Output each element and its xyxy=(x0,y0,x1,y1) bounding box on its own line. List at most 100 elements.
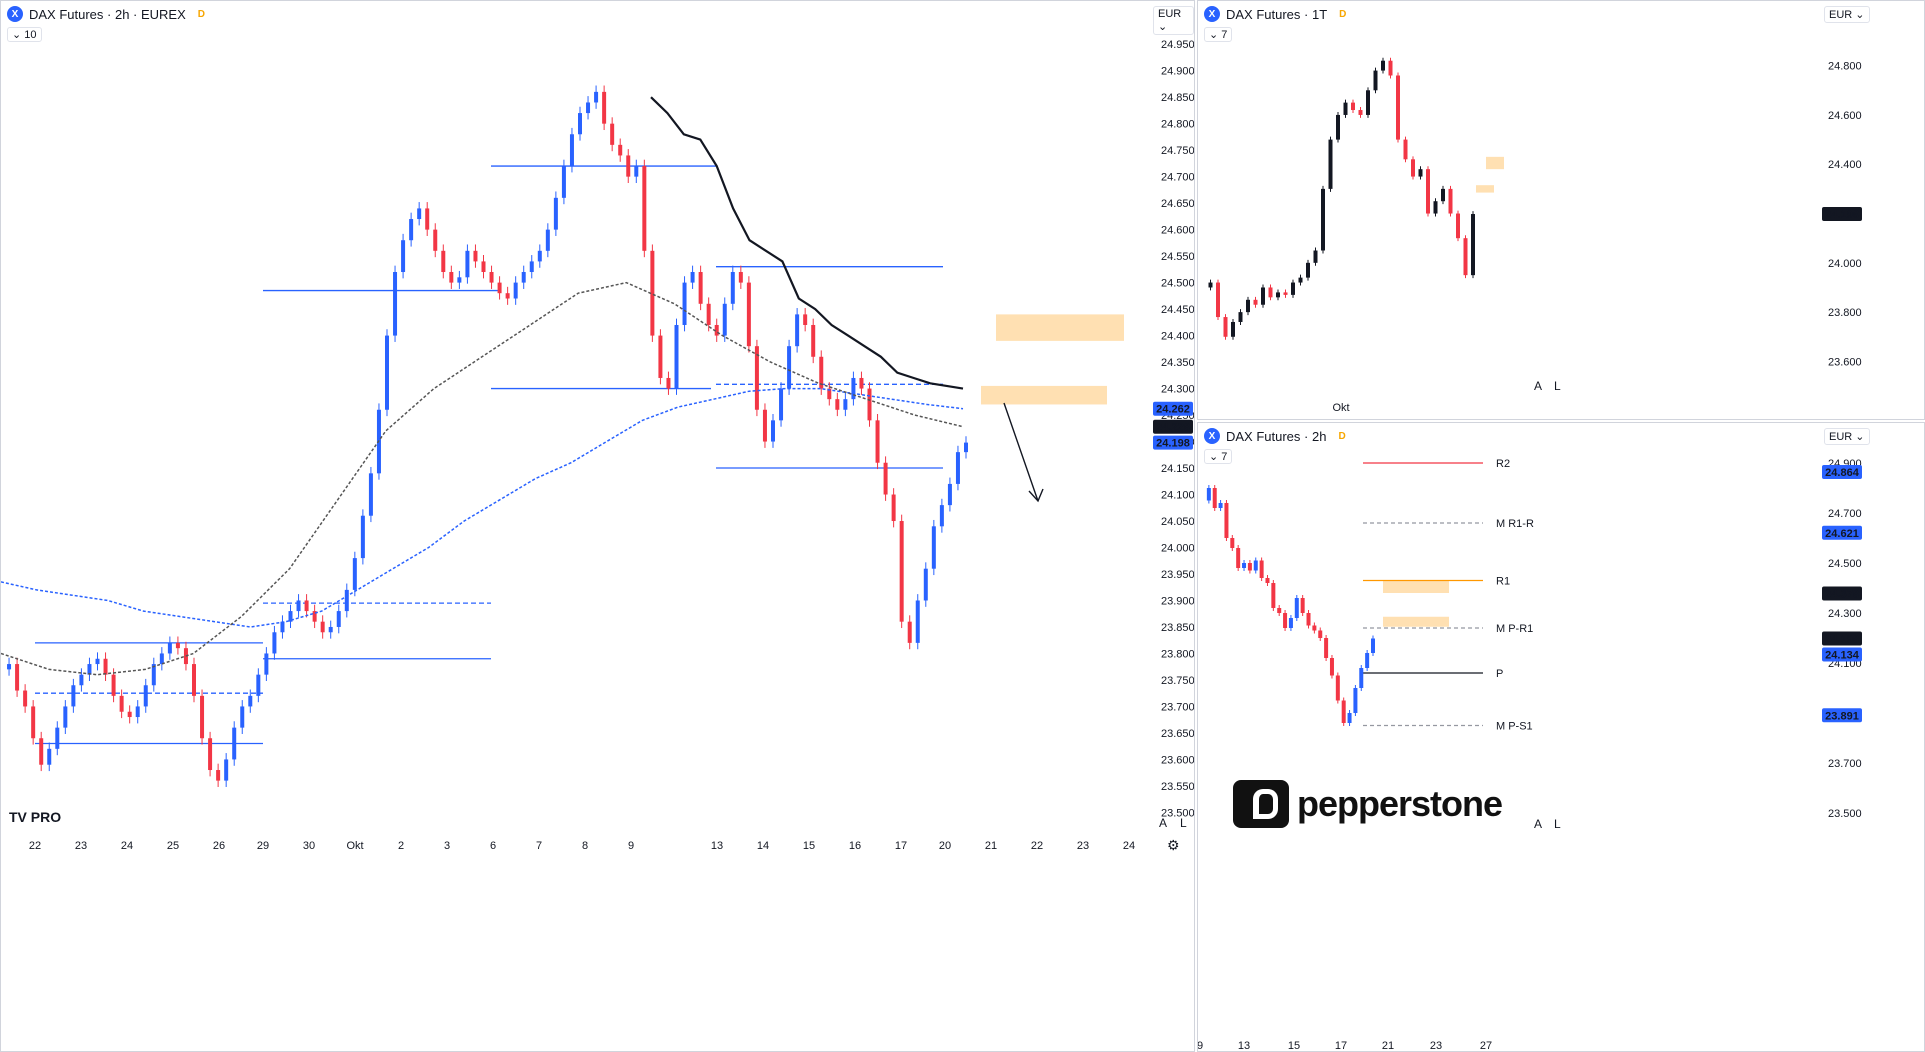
price-tag-label: 24.198 xyxy=(1156,438,1190,450)
candle-body xyxy=(843,399,848,410)
daily-symbol-title[interactable]: DAX Futures · 1T xyxy=(1226,6,1328,22)
candle-body xyxy=(907,621,912,643)
x-tick-label: 20 xyxy=(939,840,951,852)
candle-body xyxy=(1236,548,1241,568)
daily-chart-panel[interactable]: 24.80024.60024.40024.20024.00023.80023.6… xyxy=(1197,0,1925,420)
daily-chart-canvas[interactable]: 24.80024.60024.40024.20024.00023.80023.6… xyxy=(1198,1,1925,420)
candle-body xyxy=(602,91,607,124)
x-tick-label: 15 xyxy=(803,840,815,852)
candle-body xyxy=(1388,60,1393,76)
candle-body xyxy=(578,113,582,135)
price-tag-label: 24.228 xyxy=(1156,422,1190,434)
candle-body xyxy=(1265,578,1270,583)
candle-body xyxy=(1321,188,1325,251)
arrowhead-icon xyxy=(1028,488,1044,503)
candle-body xyxy=(795,314,800,347)
candle-body xyxy=(1456,213,1460,239)
candle-body xyxy=(634,166,639,177)
price-tag xyxy=(1153,419,1193,434)
y-tick-label: 24.050 xyxy=(1161,516,1195,528)
candle-body xyxy=(1403,139,1408,160)
candle-body xyxy=(481,261,486,273)
auto-scale-button[interactable]: A xyxy=(1159,816,1168,830)
y-tick-label: 24.800 xyxy=(1161,119,1195,131)
price-tag xyxy=(1822,207,1862,222)
price-tag-label: 24.198 xyxy=(1825,634,1859,646)
candle-body xyxy=(730,272,735,304)
candle-body xyxy=(95,658,100,665)
candle-body xyxy=(803,314,808,325)
candle-body xyxy=(1343,102,1348,115)
candle-body xyxy=(650,250,655,336)
candle-body xyxy=(1212,488,1217,508)
candle-body xyxy=(964,442,968,453)
x-tick-label: Okt xyxy=(1332,402,1349,414)
auto-scale-button[interactable]: A xyxy=(1534,379,1543,393)
price-tag xyxy=(1822,586,1862,601)
currency-selector[interactable]: EUR ⌄ xyxy=(1153,6,1194,35)
candle-body xyxy=(666,377,671,389)
main-chart-canvas[interactable]: 24.950 24.900 24.850 24.800 24.750 24.700 24.6… xyxy=(1,1,1195,1052)
candle-body xyxy=(762,409,767,442)
candle-body xyxy=(1223,317,1228,337)
y-tick-label: 24.800 xyxy=(1828,61,1862,73)
log-scale-button[interactable]: L xyxy=(1180,816,1187,830)
candle-body xyxy=(875,420,880,463)
currency-selector[interactable]: EUR ⌄ xyxy=(1824,6,1870,23)
candle-body xyxy=(489,272,494,283)
candle-body xyxy=(513,282,518,299)
main-chart-panel[interactable]: 24.950 24.900 24.850 24.800 24.750 24.700 24.6… xyxy=(0,0,1195,1052)
h2-chart-panel[interactable]: R2 M R1-R R1 M P-R1 P M P-S1 24.900 24.700 24.50… xyxy=(1197,422,1925,1052)
candle-body xyxy=(167,642,172,654)
y-tick-label: 24.150 xyxy=(1161,463,1195,475)
x-tick-label: 13 xyxy=(1238,1040,1250,1052)
candle-body xyxy=(71,685,76,707)
auto-scale-button[interactable]: A xyxy=(1534,817,1543,831)
candle-body xyxy=(787,346,792,389)
candle-body xyxy=(867,388,872,421)
indicator-length-box[interactable]: ⌄ 7 xyxy=(1204,449,1233,464)
currency-selector[interactable]: EUR ⌄ xyxy=(1824,428,1870,445)
log-scale-button[interactable]: L xyxy=(1554,379,1561,393)
candle-body xyxy=(1433,201,1438,214)
y-tick-label: 24.100 xyxy=(1161,490,1195,502)
pepperstone-logo: pepperstone xyxy=(1233,780,1503,828)
candle-body xyxy=(111,674,116,696)
candle-body xyxy=(208,738,213,771)
x-tick-label: 27 xyxy=(1480,1040,1492,1052)
log-scale-button[interactable]: L xyxy=(1554,817,1561,831)
indicator-length-box[interactable]: ⌄ 10 xyxy=(7,27,42,42)
settings-gear-icon[interactable]: ⚙ xyxy=(1167,837,1180,853)
indicator-line xyxy=(1,387,964,628)
x-tick-label: 24 xyxy=(1123,840,1135,852)
candle-body xyxy=(1238,312,1243,322)
x-tick-label: 23 xyxy=(1430,1040,1442,1052)
x-tick-label: Okt xyxy=(346,840,363,852)
candle-body xyxy=(754,346,759,410)
candle-body xyxy=(1396,75,1400,140)
price-tag-label: 24.198 xyxy=(1825,209,1859,221)
h2-symbol-title[interactable]: DAX Futures · 2h xyxy=(1226,428,1327,444)
candle-body xyxy=(947,483,952,506)
price-tag xyxy=(1822,631,1862,646)
y-tick-label: 24.900 xyxy=(1161,66,1195,78)
candle-body xyxy=(1306,613,1311,626)
candle-body xyxy=(409,219,414,241)
x-tick-label: 23 xyxy=(1077,840,1089,852)
candle-body xyxy=(618,144,623,156)
price-tag xyxy=(1153,401,1193,416)
main-symbol-title[interactable]: DAX Futures · 2h · EUREX xyxy=(29,6,186,22)
candle-body xyxy=(1341,700,1346,723)
candle-body xyxy=(200,695,205,739)
y-tick-label: 23.500 xyxy=(1828,808,1862,820)
candle-body xyxy=(851,377,856,400)
delayed-badge: D xyxy=(1339,8,1347,20)
candle-body xyxy=(192,664,196,696)
indicator-length: 10 xyxy=(24,29,37,41)
candle-body xyxy=(931,526,936,569)
indicator-length-box[interactable]: ⌄ 7 xyxy=(1204,27,1233,42)
candle-body xyxy=(505,293,510,299)
x-tick-label: 21 xyxy=(1382,1040,1394,1052)
candle-body xyxy=(344,589,349,612)
